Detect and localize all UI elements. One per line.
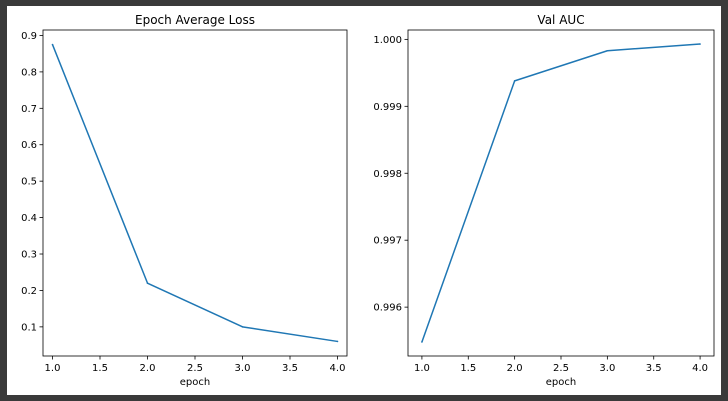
y-tick-label: 0.2: [21, 286, 37, 297]
loss-data-point: [336, 340, 339, 343]
loss-data-point: [241, 326, 244, 328]
loss-data-point: [51, 43, 54, 46]
x-tick-label: 3.5: [282, 363, 298, 374]
loss-data-point: [146, 282, 149, 284]
auc-data-point: [606, 49, 609, 52]
y-tick-label: 0.3: [21, 250, 37, 261]
loss-series-line: [51, 44, 338, 343]
x-tick-label: 2.5: [553, 363, 569, 374]
auc-data-point: [513, 80, 516, 82]
auc-data-point: [421, 341, 423, 343]
y-tick-label: 0.9: [21, 31, 37, 42]
y-tick-label: 0.999: [373, 102, 402, 113]
auc-series-line: [421, 43, 701, 343]
chart-canvas: Epoch Average Loss 1.0 1.5 2.0 2.5 3.0 3.5 4.0 0…: [21, 13, 715, 388]
y-tick-label: 0.8: [21, 67, 37, 78]
x-tick-label: 1.0: [414, 363, 430, 374]
auc-x-axis-label: epoch: [546, 377, 576, 388]
y-tick-label: 0.5: [21, 177, 37, 188]
y-tick-label: 0.4: [21, 213, 37, 224]
x-tick-label: 1.0: [45, 363, 61, 374]
auc-chart: Val AUC 1.0 1.5 2.0 2.5 3.0 3.5 4.0 0.996 0.997 0.…: [373, 13, 715, 388]
x-tick-label: 3.5: [646, 363, 662, 374]
x-tick-label: 3.0: [235, 363, 251, 374]
y-tick-label: 0.6: [21, 140, 37, 151]
x-tick-label: 4.0: [692, 363, 708, 374]
x-tick-label: 2.5: [187, 363, 203, 374]
x-tick-label: 3.0: [599, 363, 615, 374]
y-tick-label: 0.997: [373, 236, 402, 247]
figure: Epoch Average Loss 1.0 1.5 2.0 2.5 3.0 3.5 4.0 0…: [7, 6, 721, 395]
x-tick-label: 1.5: [460, 363, 476, 374]
x-tick-label: 1.5: [92, 363, 108, 374]
x-tick-label: 4.0: [330, 363, 346, 374]
y-tick-label: 1.000: [373, 35, 402, 46]
auc-chart-title: Val AUC: [537, 13, 584, 27]
loss-chart: Epoch Average Loss 1.0 1.5 2.0 2.5 3.0 3.5 4.0 0…: [21, 13, 348, 388]
y-tick-label: 0.996: [373, 303, 402, 314]
x-tick-label: 2.0: [140, 363, 156, 374]
auc-data-point: [699, 43, 701, 45]
loss-plot-frame: [42, 29, 348, 357]
y-tick-label: 0.998: [373, 169, 402, 180]
loss-chart-title: Epoch Average Loss: [135, 13, 255, 27]
auc-plot-frame: [407, 29, 715, 357]
y-tick-label: 0.1: [21, 322, 37, 333]
loss-x-axis-label: epoch: [180, 377, 210, 388]
x-tick-label: 2.0: [507, 363, 523, 374]
y-tick-label: 0.7: [21, 104, 37, 115]
